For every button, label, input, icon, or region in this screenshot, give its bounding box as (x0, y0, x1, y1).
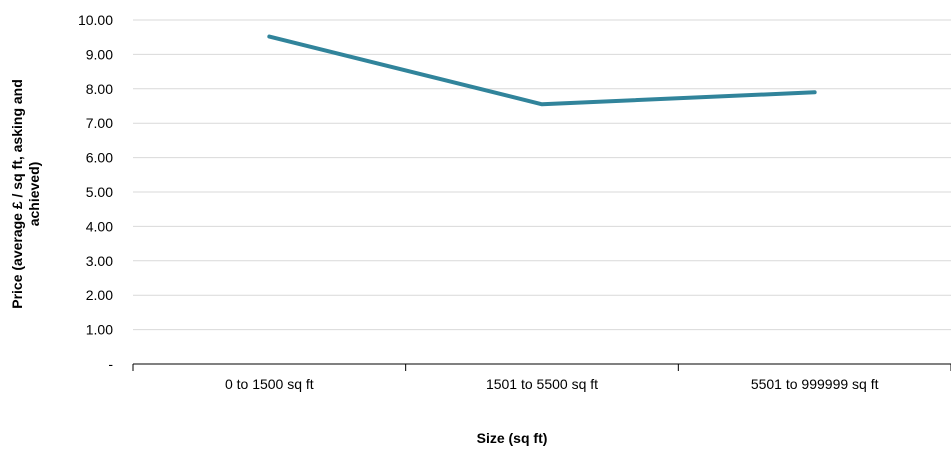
x-axis: 0 to 1500 sq ft 1501 to 5500 sq ft 5501 to… (132, 363, 951, 392)
series-line (267, 34, 817, 107)
x-tick-label: 5501 to 999999 sq ft (751, 376, 879, 392)
series-layer (267, 34, 817, 107)
y-tick-label: 6.00 (86, 150, 113, 166)
y-axis-tick-labels: - 1.00 2.00 3.00 4.00 5.00 6.00 7.00 8.00 9.00 10.… (78, 12, 113, 372)
y-tick-label: 4.00 (86, 218, 113, 234)
y-axis-title: Price (average £ / sq ft, asking andachi… (9, 79, 42, 309)
x-tick-label: 0 to 1500 sq ft (225, 376, 314, 392)
y-tick-label: 8.00 (86, 81, 113, 97)
y-axis-title-line: Price (average £ / sq ft, asking and (9, 79, 25, 309)
x-axis-title: Size (sq ft) (477, 430, 548, 446)
y-tick-label: 1.00 (86, 322, 113, 338)
y-tick-label: 5.00 (86, 184, 113, 200)
gridlines (133, 19, 951, 331)
y-tick-label: 7.00 (86, 115, 113, 131)
y-tick-label: 3.00 (86, 253, 113, 269)
y-axis-title-line: achieved) (26, 162, 42, 227)
y-tick-label: - (108, 356, 113, 372)
y-tick-label: 9.00 (86, 46, 113, 62)
y-tick-label: 2.00 (86, 287, 113, 303)
x-tick-label: 1501 to 5500 sq ft (486, 376, 598, 392)
y-tick-label: 10.00 (78, 12, 113, 28)
